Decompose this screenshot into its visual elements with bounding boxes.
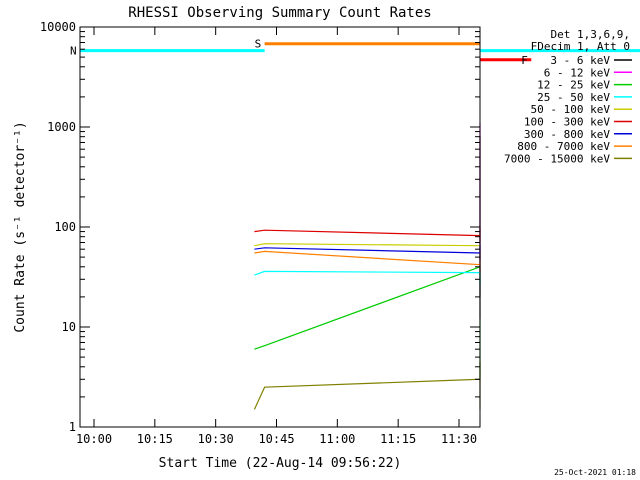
legend-label-0: 3 - 6 keV: [550, 54, 610, 67]
legend-label-7: 800 - 7000 keV: [517, 140, 610, 153]
state-bar-label-2: N: [70, 45, 77, 58]
series-line-8: [253, 361, 481, 410]
x-tick-label-1: 10:15: [137, 432, 173, 446]
state-bar-label-0: S: [255, 38, 262, 51]
legend-label-6: 300 - 800 keV: [524, 128, 610, 141]
series-line-5: [254, 227, 481, 242]
y-tick-label-0: 1: [69, 420, 76, 434]
x-tick-label-0: 10:00: [76, 432, 112, 446]
y-tick-label-2: 100: [54, 220, 76, 234]
y-tick-label-3: 1000: [47, 120, 76, 134]
x-axis-label: Start Time (22-Aug-14 09:56:22): [159, 456, 402, 471]
y-axis: 1 10 100 1000 10000: [40, 20, 480, 434]
y-tick-label-4: 10000: [40, 20, 76, 34]
series-line-3: [254, 270, 481, 286]
series-line-4: [254, 243, 481, 247]
x-tick-label-6: 11:30: [441, 432, 477, 446]
x-tick-label-2: 10:30: [198, 432, 234, 446]
y-axis-label: Count Rate (s⁻¹ detector⁻¹): [13, 121, 28, 332]
legend-label-2: 12 - 25 keV: [537, 79, 610, 92]
state-bar-label-1: F: [521, 54, 528, 67]
legend-label-3: 25 - 50 keV: [537, 91, 610, 104]
legend-header-1: Det 1,3,6,9,: [551, 28, 630, 41]
chart-title: RHESSI Observing Summary Count Rates: [128, 5, 431, 21]
legend-label-4: 50 - 100 keV: [531, 103, 611, 116]
x-tick-label-5: 11:15: [380, 432, 416, 446]
footer-date: 25-Oct-2021 01:18: [554, 468, 636, 477]
legend-label-1: 6 - 12 keV: [544, 66, 611, 79]
legend-label-8: 7000 - 15000 keV: [504, 152, 610, 165]
legend-label-5: 100 - 300 keV: [524, 116, 610, 129]
series-line-7: [254, 250, 481, 274]
legend-header-2: FDecim 1, Att 0: [531, 40, 630, 53]
y-tick-label-1: 10: [62, 320, 76, 334]
legend: Det 1,3,6,9, FDecim 1, Att 0 3 - 6 keV6 …: [504, 28, 632, 165]
x-axis: 10:00 10:15 10:30 10:45 11:00 11:15 11:30: [76, 27, 477, 446]
plot-frame: [79, 26, 481, 428]
series-line-2: [254, 265, 481, 380]
x-tick-label-3: 10:45: [258, 432, 294, 446]
x-tick-label-4: 11:00: [319, 432, 355, 446]
